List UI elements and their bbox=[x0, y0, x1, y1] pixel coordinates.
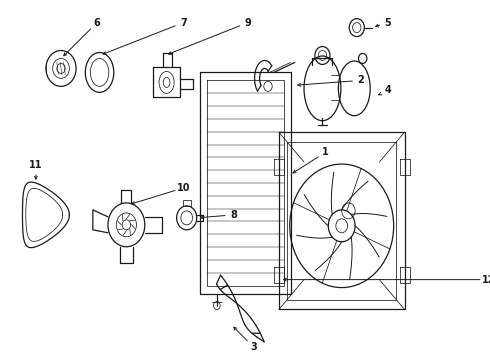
Text: 6: 6 bbox=[94, 18, 100, 28]
Text: 9: 9 bbox=[245, 18, 251, 28]
Text: 5: 5 bbox=[385, 18, 391, 28]
Text: 1: 1 bbox=[322, 147, 329, 157]
Text: 10: 10 bbox=[176, 183, 190, 193]
Text: 8: 8 bbox=[230, 210, 237, 220]
Text: 2: 2 bbox=[358, 75, 365, 85]
Text: 3: 3 bbox=[250, 342, 257, 352]
Text: 12: 12 bbox=[482, 275, 490, 285]
Text: 11: 11 bbox=[29, 160, 43, 170]
Text: 4: 4 bbox=[385, 85, 391, 95]
Text: 7: 7 bbox=[180, 18, 187, 28]
